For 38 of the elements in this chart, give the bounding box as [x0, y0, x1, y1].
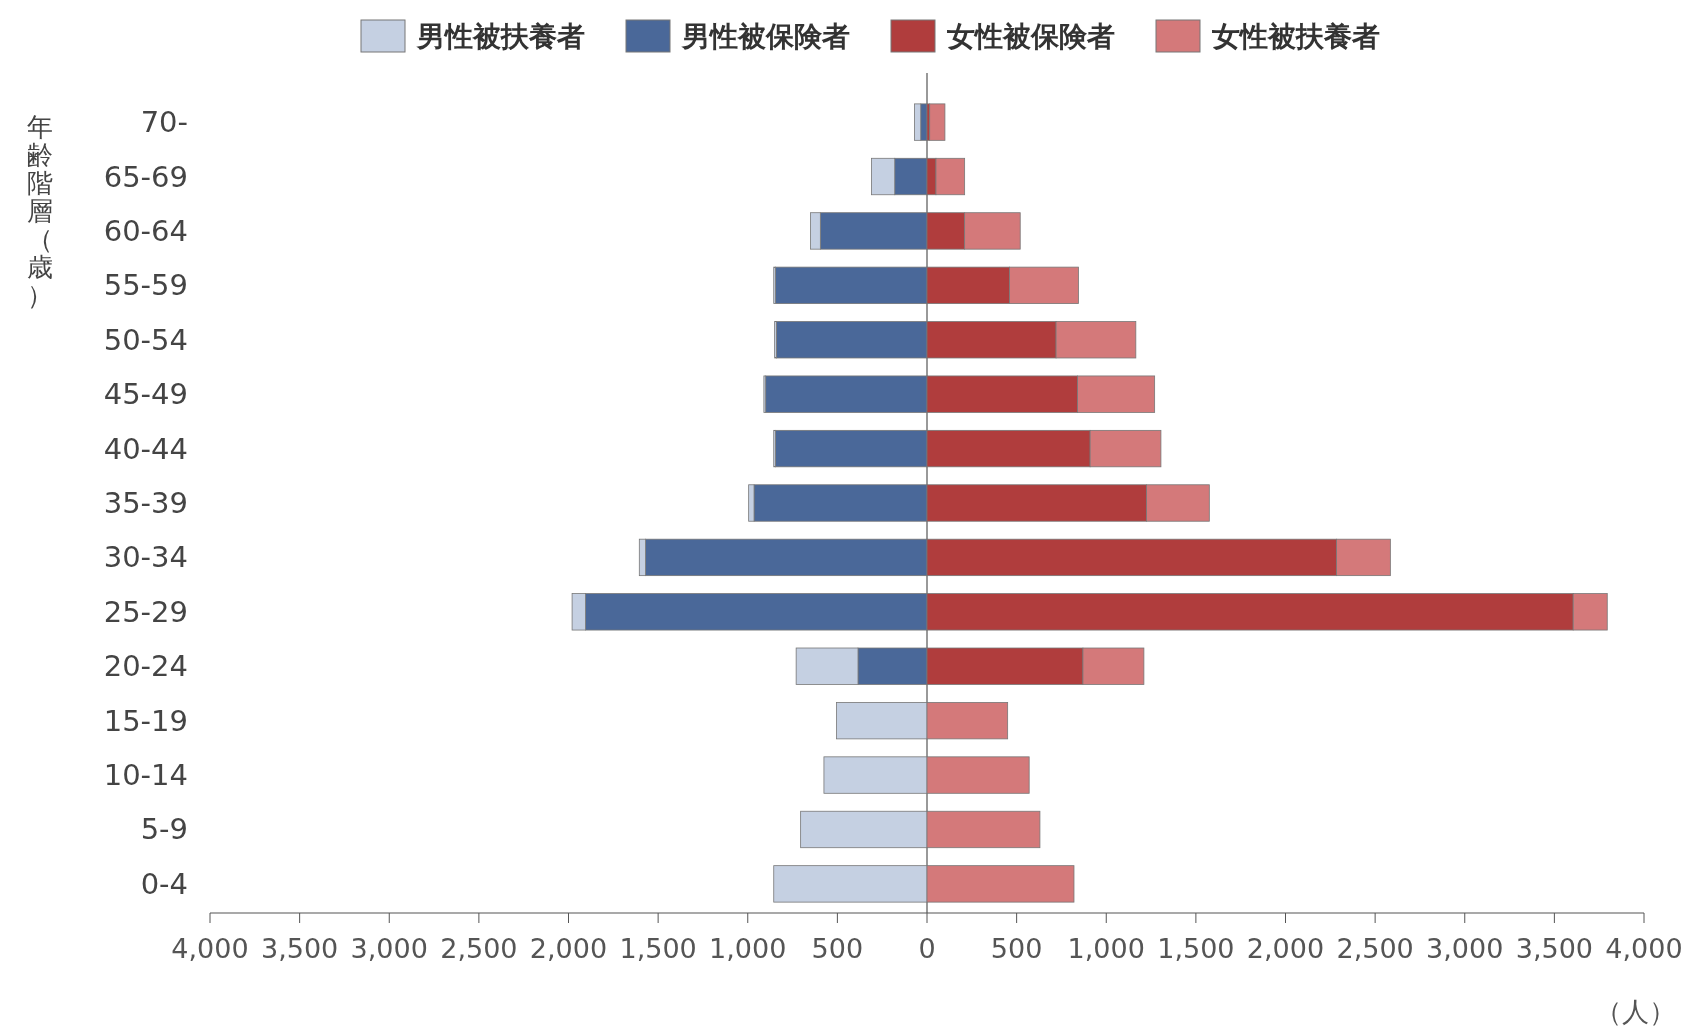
y-tick-label: 20-24 — [103, 649, 188, 684]
x-tick-label: 4,000 — [1605, 933, 1683, 964]
x-tick-label: 4,000 — [171, 933, 249, 964]
x-tick-label: 1,500 — [619, 933, 697, 964]
x-tick-label: 1,000 — [1067, 933, 1145, 964]
y-tick-label: 5-9 — [140, 812, 188, 847]
x-tick-label: 2,000 — [529, 933, 608, 964]
y-tick-label: 40-44 — [103, 431, 188, 466]
x-tick-label: 1,000 — [709, 933, 787, 964]
x-tick-label: 3,500 — [260, 933, 339, 964]
x-tick-label: 500 — [811, 933, 864, 964]
x-tick-label: 2,000 — [1246, 933, 1325, 964]
y-tick-label: 10-14 — [103, 758, 188, 793]
y-tick-label: 45-49 — [103, 377, 188, 412]
y-tick-label: 55-59 — [103, 268, 188, 303]
legend-label: 男性被保険者 — [681, 19, 850, 53]
y-tick-label: 0-4 — [140, 866, 188, 901]
x-tick-label: 0 — [918, 933, 936, 964]
y-tick-label: 50-54 — [103, 322, 188, 357]
legend-label: 男性被扶養者 — [416, 19, 585, 53]
y-tick-label: 15-19 — [103, 703, 188, 738]
x-tick-label: 2,500 — [1336, 933, 1414, 964]
y-tick-label: 60-64 — [103, 213, 188, 248]
x-tick-label: 500 — [990, 933, 1043, 964]
legend-label: 女性被保険者 — [946, 19, 1115, 53]
y-axis-title: 年齢階層（歳） — [27, 112, 53, 310]
x-tick-label: 3,000 — [350, 933, 428, 964]
legend-label: 女性被扶養者 — [1211, 19, 1380, 53]
y-tick-label: 70- — [140, 105, 188, 140]
x-tick-label: 1,500 — [1157, 933, 1235, 964]
x-tick-label: 2,500 — [440, 933, 518, 964]
y-tick-label: 25-29 — [103, 594, 188, 629]
y-tick-label: 35-39 — [103, 486, 188, 520]
x-tick-label: 3,500 — [1515, 933, 1594, 964]
y-tick-label: 65-69 — [103, 159, 188, 194]
x-axis-title: （人） — [1595, 996, 1676, 1027]
y-tick-label: 30-34 — [103, 540, 188, 575]
x-tick-label: 3,000 — [1426, 933, 1504, 964]
